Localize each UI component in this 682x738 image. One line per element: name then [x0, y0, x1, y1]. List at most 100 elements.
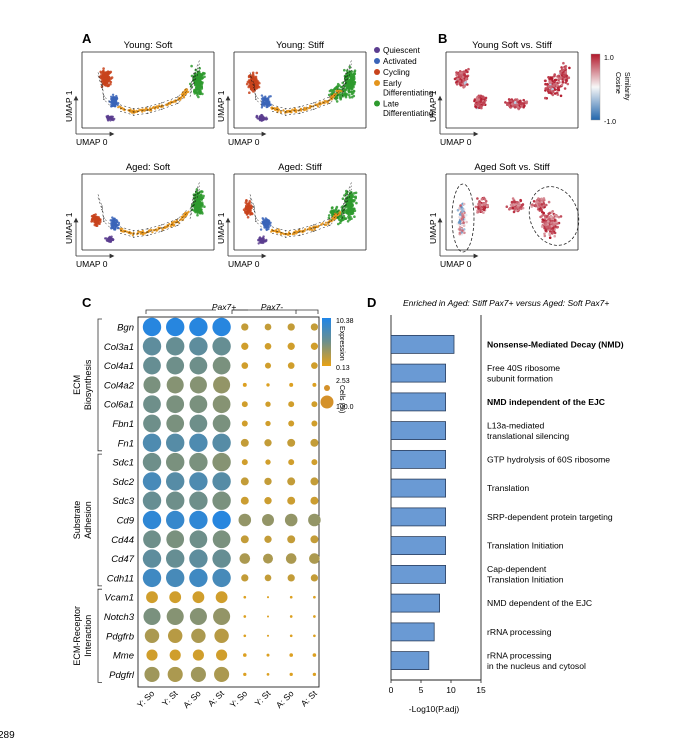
dot-Fbn1-7 — [288, 420, 295, 427]
dot-Pdgfrb-2 — [167, 628, 183, 644]
dot-Col6a1-7 — [288, 401, 295, 408]
umap-x-label: UMAP 0 — [440, 137, 472, 147]
dot-Cdh11-7 — [287, 574, 295, 582]
dot-Fn1-4 — [212, 433, 231, 452]
dot-Cd9-6 — [262, 514, 274, 526]
dot-Notch3-7 — [289, 615, 293, 618]
dot-Mme-6 — [266, 653, 270, 657]
bar-label-3: NMD independent of the EJC — [487, 397, 605, 407]
bar-10 — [390, 593, 440, 613]
dot-Sdc1-7 — [288, 459, 295, 466]
dot-Cd9-4 — [212, 510, 231, 530]
dot-Mme-8 — [312, 653, 317, 657]
dot-Sdc3-6 — [264, 497, 272, 505]
dot-Sdc1-2 — [166, 452, 185, 472]
dot-Col4a2-2 — [166, 376, 184, 394]
dot-Vcam1-3 — [192, 591, 205, 604]
umap-b-2: Aged Soft vs. Stiff UMAP 0 UMAP 1 — [428, 162, 580, 269]
cells-title: Cells (%) — [338, 385, 345, 413]
dot-Pdgfrb-3 — [191, 628, 206, 644]
dot-Col4a1-3 — [189, 356, 208, 375]
gene-label-Pdgfrl: Pdgfrl — [109, 670, 135, 681]
umap-y-label: UMAP 1 — [64, 212, 74, 244]
bar-3 — [390, 392, 446, 412]
umap-a-title-3: Aged: Soft — [126, 162, 171, 173]
dot-Col4a1-1 — [143, 356, 161, 375]
dot-Col3a1-4 — [212, 337, 231, 356]
column-label-5: Y: So — [228, 688, 250, 710]
panel-c-label: C — [82, 295, 92, 310]
dot-Fn1-5 — [240, 438, 249, 447]
bar-label-9: Translation Initiation — [487, 575, 564, 585]
colorbar-max: 1.0 — [604, 55, 614, 62]
dot-Col4a2-6 — [266, 383, 270, 387]
dot-Sdc2-8 — [310, 477, 319, 486]
dot-Col4a1-8 — [311, 362, 318, 369]
bar-1 — [390, 334, 455, 354]
dot-Pdgfrb-8 — [313, 634, 316, 638]
dot-Sdc1-4 — [212, 452, 231, 472]
bar-4 — [390, 421, 446, 441]
dot-Cd47-6 — [263, 553, 273, 564]
dot-Col3a1-6 — [264, 342, 272, 350]
dot-Pdgfrl-8 — [312, 672, 317, 677]
dot-Pdgfrl-3 — [190, 666, 206, 682]
dot-Sdc2-2 — [166, 472, 185, 491]
dot-Fn1-8 — [310, 438, 319, 447]
bar-6 — [390, 478, 446, 498]
bar-label-12: in the nucleus and cytosol — [487, 661, 586, 671]
dot-Cdh11-3 — [189, 568, 208, 588]
dot-Sdc3-7 — [287, 496, 296, 505]
dot-Col3a1-8 — [310, 342, 319, 350]
gene-label-Bgn: Bgn — [117, 323, 134, 334]
legend-label-4: Differentiating — [383, 89, 434, 98]
gene-label-Notch3: Notch3 — [104, 612, 135, 623]
bar-label-10: NMD dependent of the EJC — [487, 598, 592, 608]
bar-label-8: Translation Initiation — [487, 541, 564, 551]
dot-Col4a2-4 — [213, 376, 231, 394]
dot-Notch3-4 — [213, 607, 231, 626]
dot-Col4a2-7 — [289, 382, 294, 387]
dot-Fn1-1 — [142, 433, 162, 452]
dot-Cdh11-8 — [310, 574, 319, 582]
legend-label-5: Differentiating — [383, 109, 434, 118]
dot-Pdgfrl-6 — [266, 673, 270, 676]
gene-label-Cd44: Cd44 — [111, 535, 134, 546]
dot-Bgn-7 — [287, 323, 295, 331]
dot-Cd44-2 — [166, 530, 185, 549]
dot-Col4a1-4 — [212, 356, 231, 375]
umap-b-1: Young Soft vs. Stiff UMAP 0 UMAP 1 — [428, 40, 579, 147]
legend-label-3: Cycling — [383, 68, 410, 77]
dot-Cd44-1 — [143, 530, 161, 549]
bar-label-7: SRP-dependent protein targeting — [487, 512, 613, 522]
cells-small-dot — [324, 385, 330, 391]
column-label-3: A: So — [181, 688, 203, 710]
colorbar-title-2: Similarity — [623, 72, 630, 101]
bar-label-2: Free 40S ribosome — [487, 363, 560, 373]
dot-Mme-4 — [216, 649, 228, 661]
dot-Pdgfrb-1 — [144, 628, 160, 644]
dot-Cdh11-1 — [142, 568, 162, 588]
bar-label-2: subunit formation — [487, 373, 553, 383]
dot-Col3a1-1 — [142, 337, 162, 356]
gene-label-Sdc2: Sdc2 — [112, 477, 134, 488]
dot-Pdgfrl-4 — [214, 666, 230, 682]
dot-Sdc2-3 — [189, 472, 208, 491]
dot-Col6a1-1 — [143, 395, 161, 414]
expr-title: Expression — [338, 326, 345, 361]
umap-y-label: UMAP 1 — [428, 90, 438, 122]
dot-Cd9-3 — [189, 510, 208, 530]
dotplot-frame — [137, 316, 320, 688]
dot-Cd47-4 — [212, 549, 231, 568]
dot-Sdc3-1 — [142, 491, 162, 510]
umap-y-label: UMAP 1 — [428, 212, 438, 244]
category-label-1b: Biosynthesis — [83, 359, 93, 410]
dot-Sdc1-1 — [142, 452, 162, 472]
umap-y-label: UMAP 1 — [216, 212, 226, 244]
dot-Cd47-8 — [309, 553, 320, 564]
dot-Sdc1-8 — [311, 459, 318, 466]
legend-label-2: Activated — [383, 57, 417, 66]
bar-tick-label-10: 10 — [446, 685, 456, 695]
category-bracket-3 — [97, 588, 102, 683]
cells-large-dot — [320, 395, 334, 409]
